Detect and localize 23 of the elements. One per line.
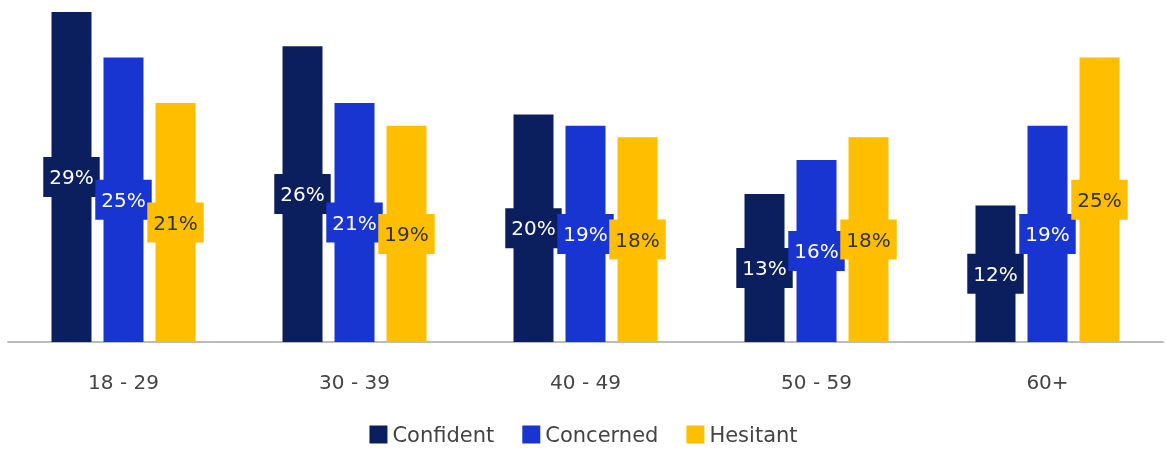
data-label: 25% — [1077, 187, 1122, 212]
data-label: 19% — [563, 221, 608, 246]
x-tick-label: 50 - 59 — [781, 370, 852, 394]
data-label: 25% — [101, 187, 146, 212]
data-label: 19% — [384, 221, 429, 246]
legend-label: Confident — [392, 422, 495, 447]
legend-label: Hesitant — [709, 422, 798, 447]
data-label: 16% — [794, 238, 839, 263]
x-tick-label: 30 - 39 — [319, 370, 390, 394]
legend-label: Concerned — [545, 422, 659, 447]
data-label: 18% — [846, 227, 891, 252]
data-label: 21% — [153, 210, 198, 235]
data-label: 21% — [332, 210, 377, 235]
data-label: 19% — [1025, 221, 1070, 246]
data-label: 20% — [511, 216, 556, 241]
data-label: 26% — [280, 182, 325, 207]
data-label: 18% — [615, 227, 660, 252]
data-label: 29% — [49, 165, 94, 189]
x-tick-label: 60+ — [1026, 370, 1069, 394]
x-tick-label: 40 - 49 — [550, 370, 621, 394]
data-label: 12% — [973, 261, 1018, 286]
data-label: 13% — [742, 256, 787, 281]
x-tick-label: 18 - 29 — [88, 370, 159, 394]
